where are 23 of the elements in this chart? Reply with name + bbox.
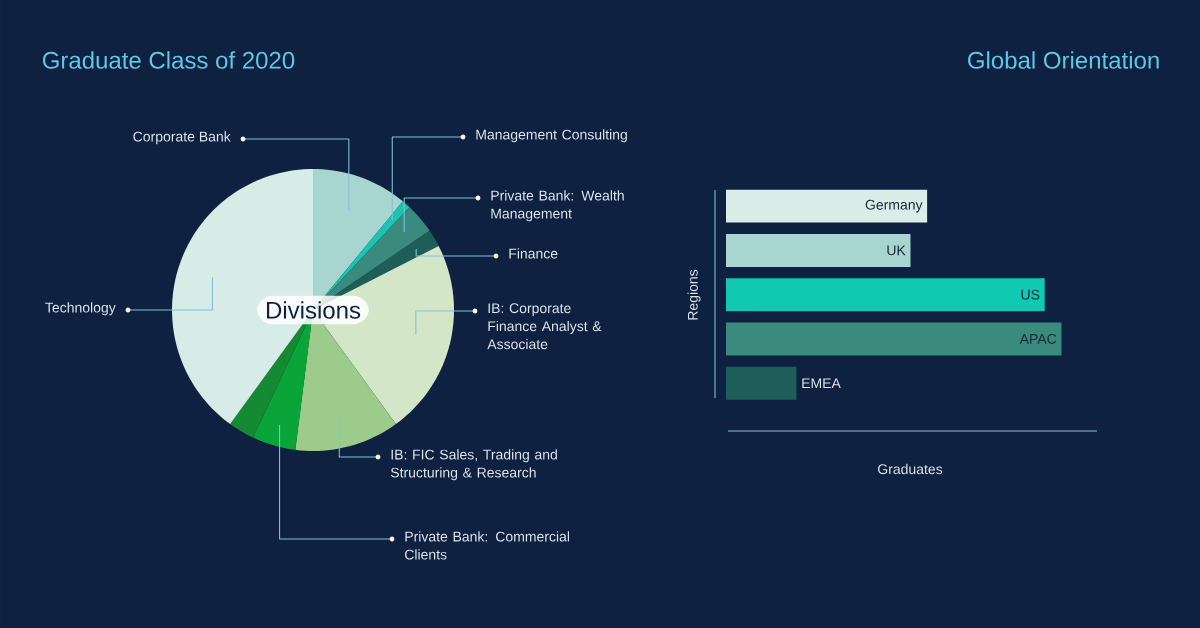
slice-label: Technology [45, 302, 116, 316]
chart-title: Graduate Class of 2020 [42, 51, 295, 69]
y-tick-label: US [1021, 289, 1040, 300]
y-tick-label: EMEA [802, 378, 841, 388]
bar [726, 233, 911, 267]
slice-label: Finance [509, 248, 558, 259]
bar [726, 278, 1045, 312]
slice-label: Private Bank: Wealth Management [491, 190, 624, 222]
bar [726, 322, 1062, 356]
bar [726, 366, 797, 400]
text: Divisions [266, 301, 361, 319]
bar [726, 189, 928, 223]
slice-label: IB: Corporate Finance Analyst & Associate [487, 303, 602, 350]
y-axis-title: Regions [687, 269, 701, 320]
slice-label: Corporate Bank [133, 131, 231, 145]
y-tick-label: UK [887, 245, 906, 256]
y-tick-label: APAC [1019, 333, 1057, 344]
x-axis-title: Graduates [878, 463, 943, 475]
chart-title: Global Orientation [968, 51, 1159, 69]
slice-label: Private Bank: Commercial Clients [404, 531, 570, 560]
slice-label: IB: FIC Sales, Trading and Structuring & Research [390, 449, 557, 481]
y-tick-label: Germany [865, 199, 923, 213]
slice-label: Management Consulting [476, 129, 627, 143]
